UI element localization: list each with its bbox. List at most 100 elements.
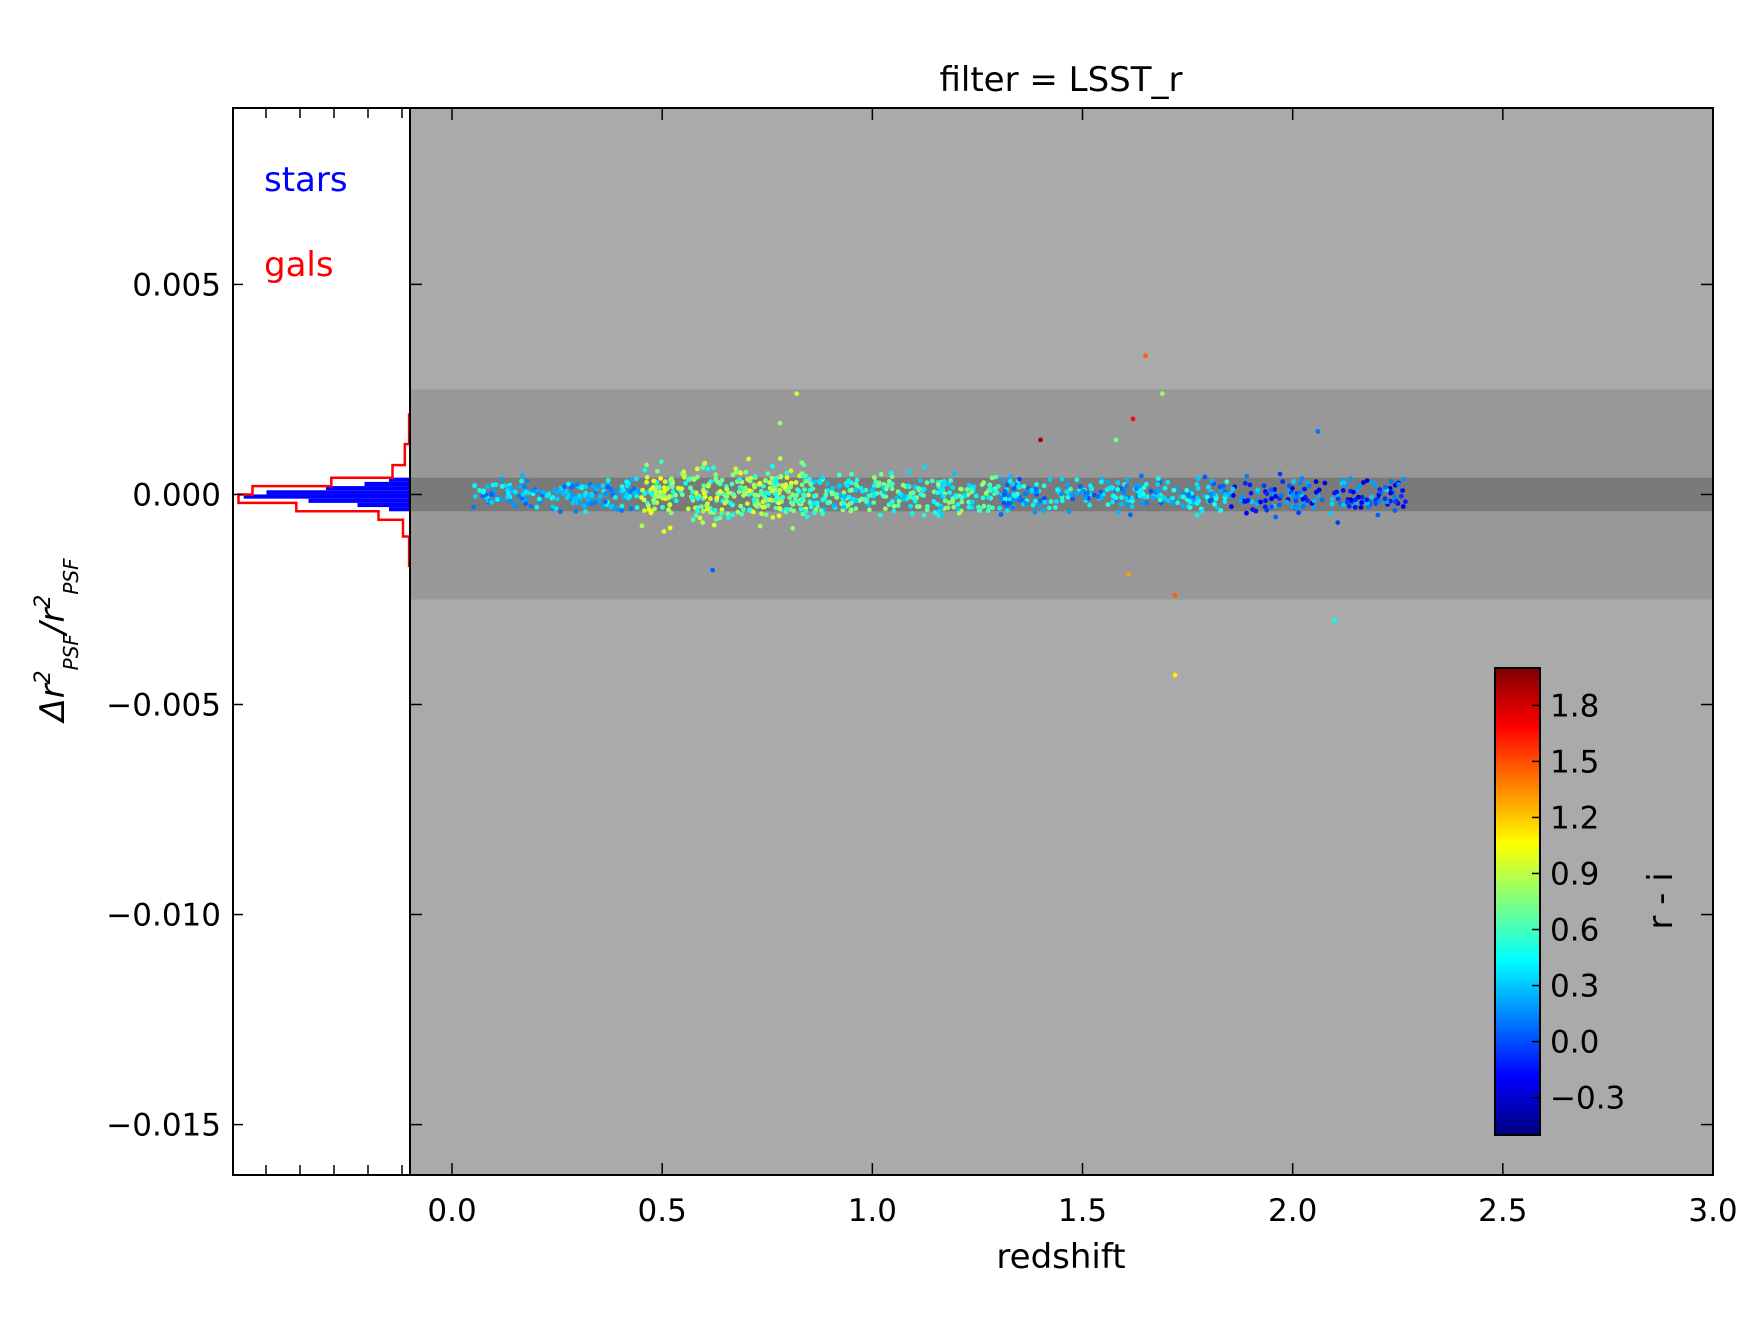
scatter-point <box>805 514 810 519</box>
scatter-point <box>785 475 790 480</box>
scatter-point <box>1290 504 1295 509</box>
scatter-point <box>795 487 800 492</box>
scatter-point <box>1170 496 1175 501</box>
scatter-point <box>1149 489 1154 494</box>
scatter-point <box>808 500 813 505</box>
scatter-point <box>1002 501 1007 506</box>
scatter-point <box>555 497 560 502</box>
scatter-point <box>590 493 595 498</box>
scatter-point <box>546 492 551 497</box>
scatter-point <box>1015 492 1020 497</box>
scatter-point <box>939 513 944 518</box>
scatter-point <box>872 493 877 498</box>
scatter-point <box>473 494 478 499</box>
scatter-point <box>918 478 923 483</box>
scatter-point <box>759 511 764 516</box>
scatter-point <box>830 492 835 497</box>
scatter-point <box>593 500 598 505</box>
scatter-point <box>1314 479 1319 484</box>
scatter-point <box>776 500 781 505</box>
scatter-point <box>1128 512 1133 517</box>
scatter-point <box>930 479 935 484</box>
scatter-point <box>849 501 854 506</box>
scatter-point <box>1106 480 1111 485</box>
scatter-point <box>995 490 1000 495</box>
scatter-point <box>1005 482 1010 487</box>
scatter-point <box>867 493 872 498</box>
scatter-point <box>1258 500 1263 505</box>
scatter-point <box>1023 501 1028 506</box>
scatter-point <box>1250 507 1255 512</box>
scatter-point <box>1145 501 1150 506</box>
scatter-point <box>1184 488 1189 493</box>
scatter-point <box>1087 503 1092 508</box>
scatter-point <box>703 461 708 466</box>
scatter-point <box>800 482 805 487</box>
scatter-point <box>1221 484 1226 489</box>
scatter-point <box>1053 505 1058 510</box>
scatter-point <box>624 479 629 484</box>
colorbar-tick-label: 0.0 <box>1550 1025 1599 1061</box>
scatter-point <box>1399 494 1404 499</box>
scatter-point <box>834 495 839 500</box>
stars-histogram-bar <box>267 490 411 494</box>
scatter-point <box>810 486 815 491</box>
scatter-point <box>1033 499 1038 504</box>
scatter-point <box>605 484 610 489</box>
scatter-point <box>663 479 668 484</box>
scatter-point <box>629 506 634 511</box>
scatter-point <box>1007 501 1012 506</box>
scatter-point <box>1108 485 1113 490</box>
scatter-point <box>1249 491 1254 496</box>
scatter-point <box>830 486 835 491</box>
scatter-point <box>735 510 740 515</box>
scatter-point <box>1075 477 1080 482</box>
scatter-point <box>738 471 743 476</box>
scatter-point <box>1383 496 1388 501</box>
scatter-point <box>1377 490 1382 495</box>
scatter-point <box>1329 511 1334 516</box>
scatter-point <box>1196 499 1201 504</box>
scatter-point <box>1038 438 1043 443</box>
scatter-point <box>967 483 972 488</box>
scatter-point <box>744 470 749 475</box>
scatter-point <box>853 506 858 511</box>
scatter-point <box>1229 504 1234 509</box>
y-tick-label: 0.000 <box>132 477 221 513</box>
scatter-point <box>726 515 731 520</box>
scatter-point <box>754 493 759 498</box>
scatter-point <box>541 490 546 495</box>
scatter-point <box>785 488 790 493</box>
scatter-point <box>718 489 723 494</box>
scatter-point <box>1042 483 1047 488</box>
scatter-point <box>519 479 524 484</box>
scatter-point <box>785 471 790 476</box>
scatter-point <box>651 485 656 490</box>
scatter-point <box>1099 480 1104 485</box>
scatter-point <box>803 493 808 498</box>
scatter-point <box>703 494 708 499</box>
scatter-point <box>715 496 720 501</box>
scatter-point <box>791 508 796 513</box>
scatter-point <box>582 504 587 509</box>
scatter-point <box>759 489 764 494</box>
scatter-point <box>954 495 959 500</box>
scatter-point <box>701 509 706 514</box>
scatter-point <box>577 493 582 498</box>
scatter-point <box>892 509 897 514</box>
scatter-point <box>1033 510 1038 515</box>
scatter-point <box>571 500 576 505</box>
scatter-point <box>551 505 556 510</box>
x-tick-label: 1.5 <box>1058 1193 1107 1229</box>
scatter-point <box>1055 487 1060 492</box>
scatter-point <box>658 476 663 481</box>
scatter-point <box>1023 491 1028 496</box>
scatter-point <box>634 476 639 481</box>
scatter-point <box>471 505 476 510</box>
scatter-point <box>854 482 859 487</box>
scatter-point <box>1401 477 1406 482</box>
scatter-point <box>889 501 894 506</box>
scatter-point <box>999 512 1004 517</box>
scatter-point <box>860 489 865 494</box>
scatter-point <box>747 508 752 513</box>
